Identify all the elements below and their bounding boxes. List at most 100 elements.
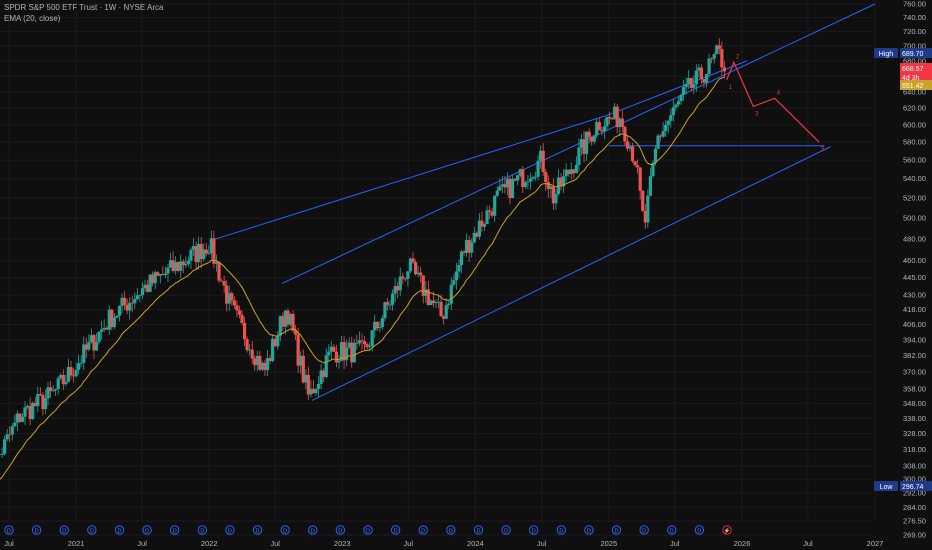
- dividend-marker[interactable]: [722, 525, 732, 535]
- dividend-marker[interactable]: [446, 525, 456, 535]
- dividend-marker[interactable]: [556, 525, 567, 535]
- indicator-label[interactable]: EMA (20, close): [4, 14, 61, 23]
- candle-body: [115, 315, 119, 318]
- candle-body: [704, 73, 709, 83]
- candle: [25, 404, 30, 410]
- candle: [148, 273, 152, 293]
- candle: [641, 189, 645, 212]
- candle-body: [145, 284, 150, 292]
- symbol-title[interactable]: SPDR S&P 500 ETF Trust · 1W · NYSE Arca: [4, 3, 164, 12]
- candle-body: [74, 369, 78, 377]
- candle-body: [710, 58, 714, 60]
- candle: [202, 243, 206, 262]
- dividend-marker[interactable]: [252, 525, 263, 535]
- trendline[interactable]: [209, 114, 609, 242]
- dividend-marker[interactable]: [225, 525, 235, 535]
- dividend-marker[interactable]: [639, 525, 649, 535]
- candle: [666, 119, 670, 134]
- y-tick-label: 292.00: [903, 489, 926, 498]
- dividend-marker[interactable]: [31, 525, 42, 535]
- candle-body: [459, 251, 464, 266]
- candle: [138, 294, 142, 303]
- candle: [66, 358, 71, 383]
- candle: [54, 388, 58, 397]
- dividend-marker[interactable]: [335, 525, 346, 535]
- candle: [214, 254, 219, 272]
- candle: [36, 386, 40, 412]
- y-tick-label: 720.00: [903, 27, 926, 36]
- candle: [567, 169, 571, 177]
- dividend-marker[interactable]: [528, 525, 539, 535]
- candle-body: [112, 317, 116, 328]
- candle-body: [209, 238, 213, 254]
- dividend-marker[interactable]: [501, 525, 511, 535]
- dividend-marker-label: D: [117, 528, 121, 534]
- candle: [439, 294, 443, 317]
- candle-body: [664, 124, 668, 132]
- y-tick-label: 308.00: [903, 461, 926, 470]
- dividend-marker[interactable]: [584, 525, 594, 535]
- price-marker: 4d 3h: [900, 72, 932, 82]
- candle: [260, 361, 265, 371]
- dividend-marker[interactable]: [59, 525, 69, 535]
- dividend-marker[interactable]: [694, 525, 705, 535]
- candle-body: [646, 195, 650, 223]
- dividend-marker[interactable]: [114, 525, 125, 535]
- wave-label: 4: [777, 90, 781, 96]
- candle-body: [620, 118, 624, 127]
- candle-body: [156, 272, 160, 276]
- dividend-marker[interactable]: [280, 525, 290, 535]
- candle-body: [472, 232, 476, 243]
- candle: [115, 315, 119, 319]
- candle: [704, 73, 709, 88]
- trendline[interactable]: [311, 146, 831, 401]
- candle: [579, 134, 584, 156]
- candle-body: [449, 284, 453, 304]
- candle-body: [533, 176, 538, 178]
- candle: [365, 342, 369, 350]
- candle: [383, 301, 387, 322]
- candle: [406, 271, 410, 287]
- candle-body: [584, 131, 589, 154]
- candle-body: [383, 302, 387, 319]
- candle: [276, 331, 280, 350]
- projection-line[interactable]: [726, 60, 820, 143]
- candle: [480, 211, 484, 232]
- dividend-marker[interactable]: [87, 525, 97, 535]
- candle-body: [43, 398, 48, 410]
- dividend-marker[interactable]: [308, 525, 318, 535]
- dividend-marker[interactable]: [418, 525, 428, 535]
- dividend-marker[interactable]: [142, 525, 152, 535]
- dividend-marker[interactable]: [197, 525, 208, 535]
- candle: [43, 389, 48, 415]
- candle: [664, 120, 668, 137]
- dividend-marker[interactable]: [473, 525, 484, 535]
- candle-body: [508, 178, 512, 199]
- candle-body: [61, 375, 65, 385]
- y-tick-label: 338.00: [903, 414, 926, 423]
- candle-body: [669, 115, 673, 121]
- trendline[interactable]: [608, 60, 748, 116]
- dividend-marker[interactable]: [169, 525, 180, 535]
- candle-body: [582, 139, 586, 154]
- y-tick-label: 740.00: [903, 13, 926, 22]
- candle: [69, 360, 73, 380]
- y-tick-label: 370.00: [903, 368, 926, 377]
- candle: [217, 261, 221, 283]
- candle-body: [378, 326, 382, 329]
- dividend-marker[interactable]: [611, 525, 622, 535]
- dividend-marker-label: D: [449, 528, 453, 534]
- dividend-marker[interactable]: [4, 525, 14, 535]
- candle: [89, 328, 94, 344]
- dividend-marker[interactable]: [363, 525, 373, 535]
- y-tick-label: 269.00: [903, 531, 926, 540]
- dividend-marker[interactable]: [390, 525, 401, 535]
- candle-body: [194, 246, 198, 263]
- candle-body: [681, 87, 686, 95]
- candle: [13, 414, 17, 428]
- candle-body: [204, 249, 208, 254]
- candle: [613, 102, 617, 120]
- candle: [197, 236, 201, 270]
- dividend-marker[interactable]: [667, 525, 677, 535]
